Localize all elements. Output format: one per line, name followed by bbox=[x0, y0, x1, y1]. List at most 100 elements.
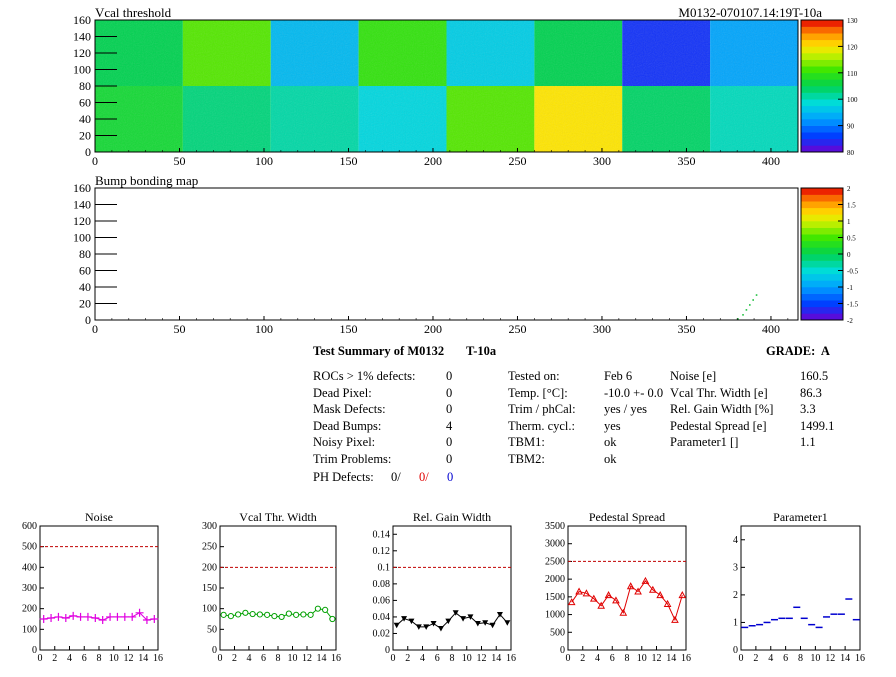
small-plot-title: Noise bbox=[85, 510, 113, 524]
y-tick-label: 4 bbox=[733, 535, 738, 546]
small-plot-title: Pedestal Spread bbox=[589, 510, 665, 524]
ph-defects-label: PH Defects: bbox=[313, 470, 374, 484]
y-tick-label: 40 bbox=[79, 112, 91, 126]
summary-right-row-value: 160.5 bbox=[800, 369, 829, 383]
summary-right-row-label: Rel. Gain Width [%] bbox=[670, 402, 774, 417]
color-scale-band bbox=[801, 287, 843, 294]
data-point bbox=[641, 576, 650, 584]
color-scale-frame bbox=[800, 19, 844, 153]
x-tick-label: 100 bbox=[255, 322, 273, 336]
summary-middle-row-label: Therm. cycl.: bbox=[508, 418, 575, 433]
x-tick-label: 2 bbox=[580, 653, 585, 664]
summary-left-row-label: Dead Pixel: bbox=[313, 385, 372, 400]
data-point bbox=[235, 611, 242, 618]
color-scale-band bbox=[801, 125, 843, 133]
data-point bbox=[113, 612, 122, 621]
data-point bbox=[106, 612, 115, 621]
y-tick-label: 120 bbox=[73, 46, 91, 60]
data-point bbox=[445, 618, 452, 625]
y-tick-label: 80 bbox=[79, 79, 91, 93]
x-tick-label: 2 bbox=[52, 653, 57, 664]
summary-middle-row-label: Tested on: bbox=[508, 369, 560, 383]
y-tick-label: 0 bbox=[733, 645, 738, 656]
roc-noise-texture bbox=[710, 20, 798, 86]
roc-noise-texture bbox=[182, 86, 271, 152]
summary-right-row-value: 1.1 bbox=[800, 435, 816, 450]
x-tick-label: 10 bbox=[109, 653, 119, 664]
z-tick-label: -1 bbox=[847, 284, 853, 292]
z-tick-label: -1.5 bbox=[847, 301, 859, 309]
y-tick-label: 140 bbox=[73, 30, 91, 44]
data-point bbox=[285, 610, 292, 617]
roc-noise-texture bbox=[358, 86, 447, 152]
y-tick-label: 0.1 bbox=[378, 562, 391, 573]
y-tick-label: 250 bbox=[202, 542, 217, 553]
color-scale-band bbox=[801, 66, 843, 74]
data-point bbox=[482, 620, 489, 626]
data-point bbox=[256, 611, 263, 618]
color-scale-band bbox=[801, 313, 843, 321]
map-frame bbox=[94, 187, 799, 321]
small-plot-title: Parameter1 bbox=[773, 510, 828, 524]
y-tick-label: 3 bbox=[733, 562, 738, 573]
y-tick-label: 300 bbox=[202, 521, 217, 532]
summary-right-row-label: Parameter1 [] bbox=[670, 435, 739, 450]
small-plot-frame bbox=[392, 525, 512, 651]
color-scale-band bbox=[801, 33, 843, 41]
data-point bbox=[91, 613, 100, 622]
summary-middle-row-label: TBM2: bbox=[508, 452, 545, 466]
y-tick-label: 200 bbox=[22, 604, 37, 615]
data-point bbox=[452, 610, 459, 616]
roc-noise-texture bbox=[710, 86, 798, 152]
y-tick-label: 120 bbox=[73, 214, 91, 228]
summary-title: Test Summary of M0132 bbox=[313, 344, 445, 358]
x-tick-label: 10 bbox=[810, 653, 820, 664]
color-scale-band bbox=[801, 293, 843, 301]
data-point bbox=[437, 626, 444, 632]
data-point bbox=[401, 616, 408, 622]
z-tick-label: 120 bbox=[847, 43, 858, 51]
y-tick-label: 200 bbox=[202, 562, 217, 573]
color-scale-band bbox=[801, 207, 843, 215]
data-point bbox=[496, 611, 503, 618]
y-tick-label: 20 bbox=[79, 297, 91, 311]
color-scale-band bbox=[801, 145, 843, 153]
color-scale-band bbox=[801, 273, 843, 281]
z-tick-label: 90 bbox=[847, 123, 855, 131]
small-plot-frame bbox=[39, 525, 159, 651]
x-tick-label: 400 bbox=[762, 322, 780, 336]
roc-noise-texture bbox=[534, 86, 623, 152]
x-tick-label: 14 bbox=[840, 653, 850, 664]
y-tick-label: 100 bbox=[22, 624, 37, 635]
bump-defect-point bbox=[737, 318, 739, 320]
y-tick-label: 20 bbox=[79, 129, 91, 143]
data-point bbox=[307, 611, 314, 618]
data-point bbox=[69, 611, 78, 620]
data-point bbox=[393, 622, 400, 629]
x-tick-label: 150 bbox=[339, 154, 357, 168]
y-tick-label: 400 bbox=[22, 562, 37, 573]
summary-right-row-label: Pedestal Spread [e] bbox=[670, 418, 767, 433]
summary-left-row-value: 0 bbox=[446, 452, 453, 466]
summary-left-row-label: Trim Problems: bbox=[313, 452, 392, 466]
y-tick-label: 100 bbox=[73, 63, 91, 77]
color-scale-band bbox=[801, 194, 843, 202]
y-tick-label: 3500 bbox=[545, 521, 565, 532]
small-plot-title: Rel. Gain Width bbox=[413, 510, 491, 524]
data-point bbox=[264, 611, 271, 618]
x-tick-label: 2 bbox=[405, 653, 410, 664]
y-tick-label: 0 bbox=[385, 645, 390, 656]
data-point bbox=[249, 610, 256, 618]
data-point bbox=[39, 615, 48, 623]
x-tick-label: 0 bbox=[566, 653, 571, 664]
z-tick-label: 80 bbox=[847, 149, 855, 157]
data-point bbox=[271, 613, 278, 620]
x-tick-label: 0 bbox=[739, 653, 744, 664]
data-point bbox=[634, 587, 642, 595]
summary-left-row-value: 4 bbox=[446, 418, 453, 433]
color-scale-band bbox=[801, 221, 843, 228]
x-tick-label: 10 bbox=[462, 653, 472, 664]
summary-right-row-label: Vcal Thr. Width [e] bbox=[670, 385, 768, 400]
x-tick-label: 6 bbox=[435, 653, 440, 664]
